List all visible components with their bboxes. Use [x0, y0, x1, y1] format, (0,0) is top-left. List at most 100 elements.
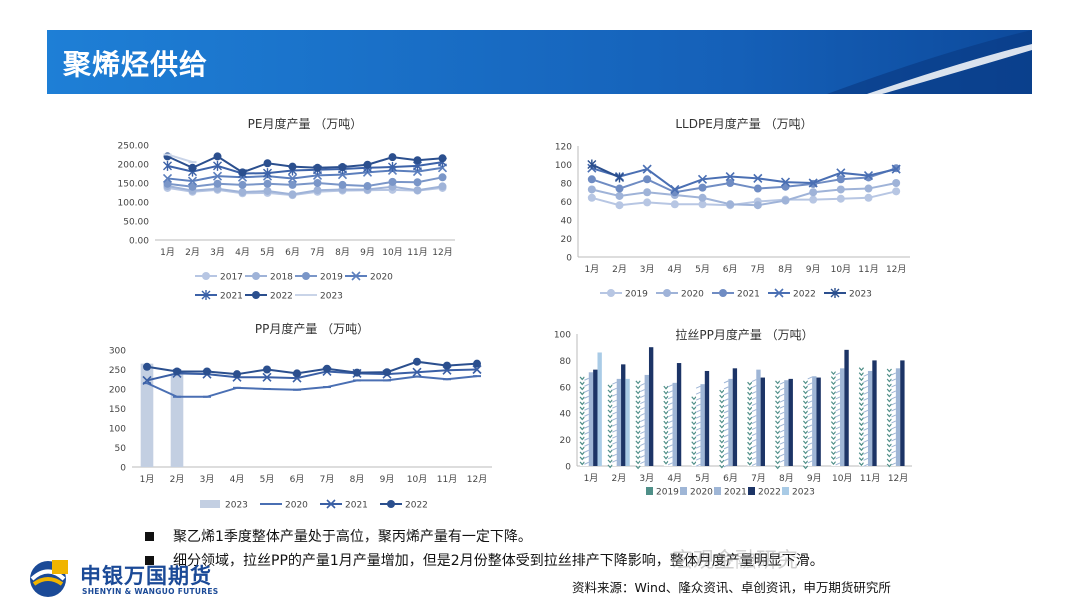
- banner-background: [47, 30, 1032, 94]
- chart-title: PE月度产量 （万吨）: [248, 116, 363, 131]
- bar: [779, 380, 785, 466]
- bar: [635, 378, 641, 466]
- series-line: [167, 185, 443, 196]
- legend-marker: [326, 499, 336, 509]
- bar-hatch: [635, 410, 641, 415]
- bar-hatch: [719, 389, 725, 394]
- bar-hatch: [863, 403, 869, 407]
- bar-hatch: [723, 392, 729, 396]
- bar-hatch: [863, 421, 869, 425]
- bar: [588, 372, 594, 466]
- data-point: [643, 188, 652, 197]
- bar-hatch: [579, 446, 585, 451]
- y-tick-label: 40: [560, 410, 572, 420]
- bar-hatch: [747, 411, 753, 416]
- bar-hatch: [751, 385, 757, 389]
- source-note: 资料来源：Wind、隆众资讯、卓创资讯，申万期货研究所: [572, 580, 891, 595]
- x-tick-label: 6月: [723, 473, 738, 484]
- bar-hatch: [886, 408, 892, 413]
- data-point: [836, 185, 845, 194]
- bar-hatch: [775, 410, 781, 415]
- bar-hatch: [695, 463, 701, 467]
- bar-hatch: [695, 457, 701, 461]
- bar-hatch: [779, 453, 785, 457]
- data-point: [323, 364, 331, 373]
- bar-hatch: [663, 435, 669, 440]
- bar-hatch: [886, 458, 892, 463]
- x-tick-label: 4月: [235, 247, 250, 258]
- x-tick-label: 2月: [185, 247, 200, 258]
- legend-label: 2020: [285, 501, 308, 511]
- legend-label: 2019: [656, 488, 679, 498]
- legend-marker: [774, 288, 784, 298]
- data-point: [809, 195, 818, 204]
- bar-hatch: [747, 456, 753, 461]
- series-line: [591, 163, 620, 179]
- bar-hatch: [830, 431, 837, 436]
- y-tick-label: 60: [560, 383, 572, 393]
- bar-hatch: [775, 425, 781, 430]
- legend-swatch: [748, 487, 755, 495]
- bar-hatch: [640, 455, 645, 458]
- bar: [621, 364, 626, 466]
- series-line: [146, 360, 478, 376]
- bullet-list: 聚乙烯1季度整体产量处于高位，聚丙烯产量有一定下降。 细分领域，拉丝PP的产量1…: [145, 524, 824, 572]
- data-point: [262, 372, 272, 382]
- x-tick-label: 6月: [290, 474, 305, 485]
- bar: [140, 363, 154, 467]
- bar: [580, 374, 585, 466]
- bar-hatch: [663, 425, 669, 430]
- bar-hatch: [691, 441, 697, 446]
- legend-label: 2021: [345, 501, 368, 511]
- bar-hatch: [635, 380, 641, 385]
- bar-hatch: [891, 456, 897, 460]
- bar-hatch: [775, 430, 781, 435]
- bar-hatch: [775, 415, 781, 420]
- y-tick-label: 80: [561, 180, 573, 190]
- legend-swatch: [680, 487, 687, 495]
- bar-hatch: [667, 414, 673, 418]
- legend-marker: [663, 289, 671, 297]
- bar-hatch: [723, 404, 729, 408]
- bar-hatch: [886, 378, 892, 383]
- bar-hatch: [695, 385, 701, 389]
- bar-hatch: [663, 415, 669, 420]
- bar: [844, 349, 849, 466]
- bar-hatch: [835, 408, 841, 412]
- bar-hatch: [802, 415, 809, 420]
- x-tick-label: 1月: [584, 473, 599, 484]
- bar-hatch: [667, 450, 673, 454]
- bar-hatch: [612, 387, 617, 391]
- bar-hatch: [835, 384, 841, 388]
- bar-hatch: [858, 427, 865, 432]
- bar-hatch: [584, 389, 589, 393]
- bar-hatch: [723, 452, 729, 456]
- bar-hatch: [835, 372, 841, 376]
- data-point: [587, 175, 596, 184]
- bar-hatch: [691, 396, 697, 401]
- bar-hatch: [719, 459, 725, 464]
- legend-label: 2022: [405, 501, 428, 511]
- data-point: [263, 186, 272, 195]
- bar-hatch: [891, 372, 897, 376]
- bar-hatch: [802, 445, 809, 450]
- bar-hatch: [751, 397, 757, 401]
- bar-hatch: [663, 390, 669, 395]
- bar: [616, 378, 622, 466]
- bar-hatch: [584, 401, 589, 405]
- bar: [704, 370, 710, 466]
- bar-hatch: [807, 382, 813, 386]
- bar-hatch: [723, 410, 729, 414]
- data-point: [288, 190, 297, 199]
- data-point: [287, 173, 298, 184]
- data-point: [587, 193, 596, 202]
- bar-hatch: [691, 401, 697, 406]
- bar-hatch: [775, 435, 781, 440]
- x-tick-label: 1月: [140, 474, 155, 485]
- bar-hatch: [640, 449, 645, 452]
- data-point: [338, 163, 347, 172]
- data-point: [313, 163, 322, 172]
- bar-hatch: [691, 461, 697, 466]
- bar-hatch: [807, 430, 813, 434]
- bar-hatch: [835, 414, 841, 418]
